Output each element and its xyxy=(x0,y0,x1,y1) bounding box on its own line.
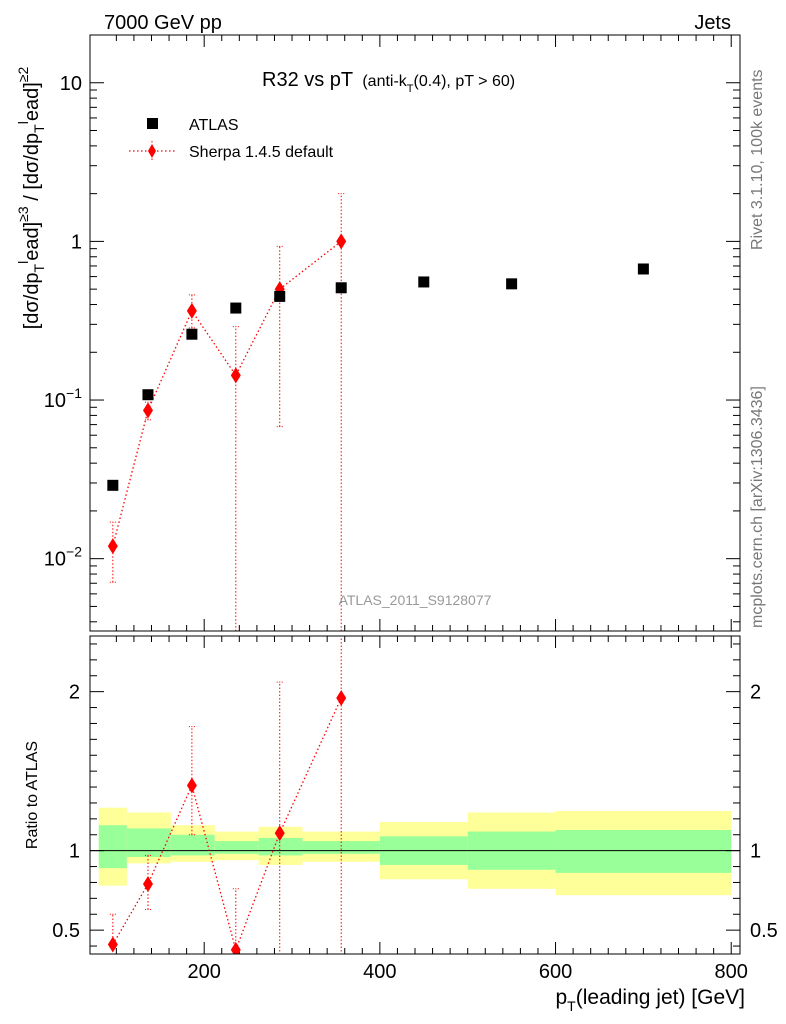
y-tick-label-right: 0.5 xyxy=(750,920,778,942)
rivet-label: Rivet 3.1.10, 100k events xyxy=(749,69,766,250)
chart-title: R32 vs pT (anti-kT(0.4), pT > 60) xyxy=(262,69,515,95)
data-point-diamond xyxy=(186,302,197,319)
data-point-diamond xyxy=(336,233,347,250)
legend-atlas-marker xyxy=(147,118,158,129)
ratio-panel-data xyxy=(107,636,347,954)
uncertainty-band-stat xyxy=(214,841,259,854)
data-point-square xyxy=(335,282,347,294)
y-tick-label: 1 xyxy=(69,841,80,863)
series-line xyxy=(112,240,342,547)
data-point-diamond xyxy=(107,538,118,555)
mcplots-label: mcplots.cern.ch [arXiv:1306.3436] xyxy=(749,386,766,628)
jets-label: Jets xyxy=(694,12,731,34)
x-tick-label: 600 xyxy=(539,961,572,983)
legend: ATLAS Sherpa 1.4.5 default xyxy=(129,117,334,161)
data-point-diamond xyxy=(274,825,285,842)
data-point-diamond xyxy=(142,402,153,419)
main-panel: 10−2 10−1 1 10 R32 vs pT (anti-kT(0.4), pT … xyxy=(15,34,741,632)
legend-sherpa-label: Sherpa 1.4.5 default xyxy=(189,144,334,161)
data-point-square xyxy=(107,479,119,491)
legend-sherpa-marker xyxy=(148,144,156,158)
data-point-square xyxy=(418,276,430,288)
data-point-square xyxy=(637,263,649,275)
legend-atlas-label: ATLAS xyxy=(189,117,239,134)
chart-title-main: R32 vs pT xyxy=(262,69,353,91)
main-panel-data xyxy=(107,193,649,631)
y-tick-label: 10−1 xyxy=(44,385,82,412)
xlabel-subscript: T xyxy=(567,998,576,1014)
analysis-label: ATLAS_2011_S9128077 xyxy=(339,592,492,608)
data-point-square xyxy=(142,389,154,401)
uncertainty-band-stat xyxy=(98,825,127,869)
data-point-diamond xyxy=(107,936,118,953)
y-tick-label: 2 xyxy=(69,682,80,704)
main-ylabel: [dσ/dpTlead]≥3 / [dσ/dpTlead]≥2 xyxy=(15,67,47,330)
data-point-diamond xyxy=(142,876,153,893)
xlabel-main: p xyxy=(555,986,567,1009)
main-panel-frame xyxy=(89,34,741,632)
chart-title-sub-suffix: (0.4), pT > 60) xyxy=(414,73,516,90)
data-point-diamond xyxy=(186,777,197,794)
y-tick-label: 10−2 xyxy=(44,544,82,571)
ratio-panel-frame xyxy=(89,635,741,955)
uncertainty-band-stat xyxy=(302,841,380,854)
data-point-diamond xyxy=(336,690,347,707)
y-tick-label: 0.5 xyxy=(52,920,80,942)
y-tick-label-right: 2 xyxy=(750,682,761,704)
uncertainty-band-stat xyxy=(555,829,732,873)
ratio-bands xyxy=(98,807,732,896)
data-point-diamond xyxy=(230,941,241,954)
uncertainty-band-stat xyxy=(170,834,215,856)
uncertainty-band-stat xyxy=(258,837,303,856)
main-panel-axes: 10−2 10−1 1 10 xyxy=(44,34,740,631)
x-tick-label: 200 xyxy=(188,961,221,983)
chart-title-subscript: T xyxy=(407,83,414,95)
series-line xyxy=(112,697,342,952)
data-point-square xyxy=(230,302,242,314)
x-tick-label: 400 xyxy=(363,961,396,983)
data-point-square xyxy=(506,278,518,290)
data-point-square xyxy=(186,328,198,340)
uncertainty-band-stat xyxy=(126,828,171,858)
ratio-ylabel: Ratio to ATLAS xyxy=(24,741,41,849)
y-tick-label: 1 xyxy=(71,231,82,253)
data-point-square xyxy=(274,290,286,302)
xlabel: pT(leading jet) [GeV] xyxy=(555,986,745,1014)
energy-label: 7000 GeV pp xyxy=(104,12,222,34)
xlabel-rest: (leading jet) [GeV] xyxy=(576,986,745,1009)
y-tick-label: 10 xyxy=(60,73,82,95)
data-point-diamond xyxy=(230,367,241,384)
chart-title-sub: (anti-k xyxy=(362,73,407,90)
y-tick-label-right: 1 xyxy=(750,841,761,863)
x-tick-label: 800 xyxy=(715,961,748,983)
